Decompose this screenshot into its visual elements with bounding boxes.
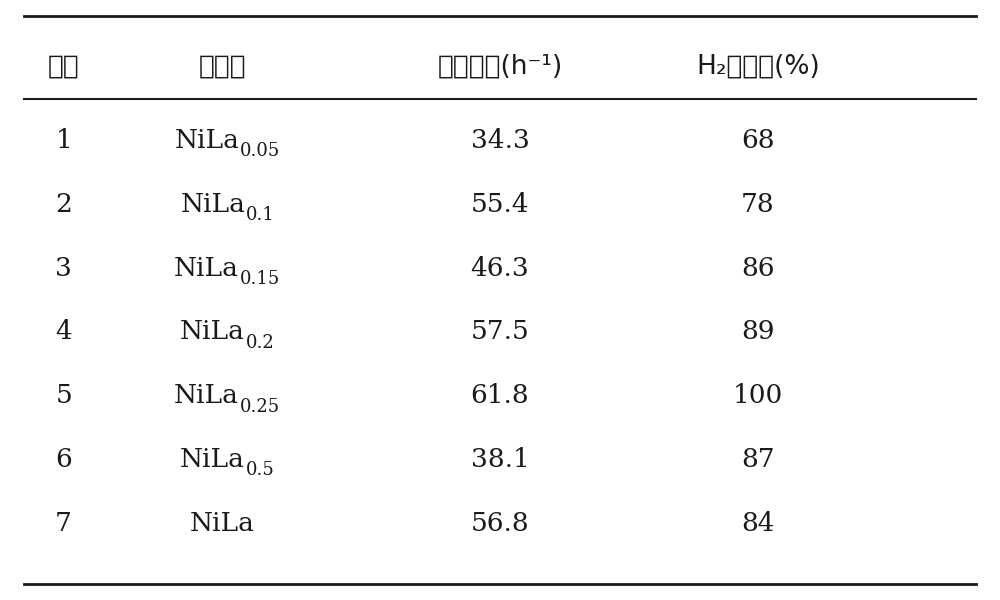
Text: 0.1: 0.1 (246, 206, 274, 224)
Text: 84: 84 (741, 511, 775, 536)
Text: 7: 7 (55, 511, 72, 536)
Text: 55.4: 55.4 (471, 191, 529, 217)
Text: 1: 1 (55, 128, 72, 153)
Text: 0.5: 0.5 (246, 461, 274, 479)
Text: 56.8: 56.8 (471, 511, 529, 536)
Text: NiLa: NiLa (190, 511, 255, 536)
Text: H₂选择性(%): H₂选择性(%) (696, 53, 820, 79)
Text: 编号: 编号 (48, 53, 80, 79)
Text: 反应速率(h⁻¹): 反应速率(h⁻¹) (437, 53, 563, 79)
Text: 89: 89 (741, 319, 775, 344)
Text: 34.3: 34.3 (471, 128, 529, 153)
Text: 2: 2 (55, 191, 72, 217)
Text: NiLa: NiLa (180, 447, 245, 472)
Text: 78: 78 (741, 191, 775, 217)
Text: 100: 100 (733, 383, 783, 409)
Text: 68: 68 (741, 128, 775, 153)
Text: 6: 6 (55, 447, 72, 472)
Text: NiLa: NiLa (174, 256, 239, 281)
Text: NiLa: NiLa (174, 383, 238, 409)
Text: 0.15: 0.15 (240, 269, 280, 287)
Text: 38.1: 38.1 (471, 447, 529, 472)
Text: 催化剂: 催化剂 (199, 53, 246, 79)
Text: 5: 5 (55, 383, 72, 409)
Text: 4: 4 (55, 319, 72, 344)
Text: 0.2: 0.2 (246, 334, 274, 352)
Text: 46.3: 46.3 (471, 256, 529, 281)
Text: 87: 87 (741, 447, 775, 472)
Text: 86: 86 (741, 256, 775, 281)
Text: 0.05: 0.05 (240, 142, 280, 160)
Text: NiLa: NiLa (175, 128, 240, 153)
Text: 57.5: 57.5 (471, 319, 529, 344)
Text: NiLa: NiLa (181, 191, 246, 217)
Text: 61.8: 61.8 (471, 383, 529, 409)
Text: NiLa: NiLa (180, 319, 245, 344)
Text: 3: 3 (55, 256, 72, 281)
Text: 0.25: 0.25 (240, 397, 280, 415)
